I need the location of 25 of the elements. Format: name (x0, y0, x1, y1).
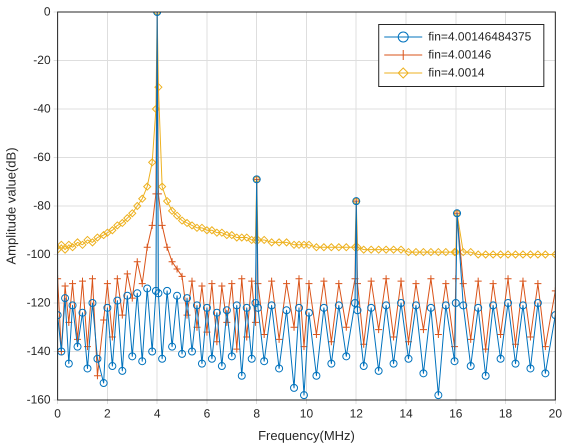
y-tick-label: -20 (33, 52, 51, 67)
x-tick-label: 4 (154, 406, 161, 421)
x-tick-label: 14 (399, 406, 414, 421)
y-tick-label: 0 (44, 4, 51, 18)
x-tick-label: 8 (253, 406, 260, 421)
x-tick-label: 0 (54, 406, 62, 421)
y-tick-label: -160 (26, 392, 51, 406)
x-tick-label: 16 (449, 406, 463, 421)
x-tick-label: 12 (350, 406, 364, 421)
x-axis-title: Frequency(MHz) (258, 428, 355, 443)
y-tick-label: -100 (26, 246, 51, 261)
y-axis-title: Amplitude value(dB) (3, 147, 18, 265)
x-tick-label: 18 (498, 406, 513, 421)
y-tick-label: -40 (33, 101, 51, 116)
y-tick-label: -140 (26, 344, 51, 358)
legend-label: fin=4.00146484375 (428, 29, 532, 44)
y-tick-label: -120 (26, 295, 51, 310)
y-tick-label: -80 (33, 198, 51, 212)
x-tick-label: 6 (204, 406, 211, 421)
legend-label: fin=4.0014 (428, 65, 485, 80)
x-tick-label: 10 (300, 406, 314, 421)
x-tick-label: 2 (104, 406, 112, 421)
y-tick-label: -60 (33, 150, 51, 164)
legend-label: fin=4.00146 (428, 47, 492, 62)
x-tick-label: 20 (548, 406, 562, 421)
